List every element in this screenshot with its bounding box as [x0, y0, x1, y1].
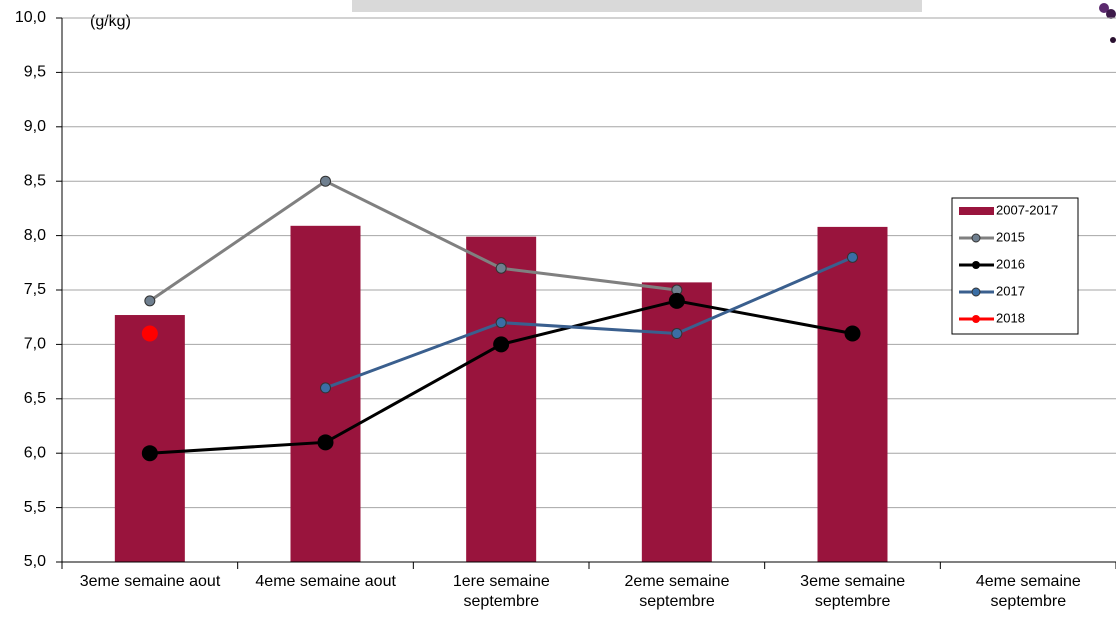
- y-tick-label: 8,5: [24, 172, 46, 189]
- legend-label: 2018: [996, 310, 1025, 325]
- legend-marker: [971, 287, 981, 297]
- point: [141, 445, 158, 462]
- y-tick-label: 6,5: [24, 390, 46, 407]
- point: [144, 295, 156, 307]
- bar: [114, 315, 185, 562]
- legend-marker: [972, 261, 980, 269]
- bar: [466, 236, 537, 563]
- legend-label: 2015: [996, 229, 1025, 244]
- legend-swatch: [959, 207, 994, 215]
- legend-label: 2017: [996, 283, 1025, 298]
- x-tick-label: 4eme semaine aout: [255, 573, 396, 590]
- point: [320, 382, 331, 394]
- unit-label: (g/kg): [90, 13, 131, 30]
- point: [847, 251, 858, 263]
- x-tick-label: 4eme semaine septembre: [975, 573, 1081, 610]
- y-tick-label: 5,0: [24, 553, 46, 570]
- point: [844, 325, 861, 342]
- line: [148, 179, 678, 303]
- x-tick-label: 2eme semaine septembre: [624, 573, 730, 610]
- point: [495, 262, 507, 274]
- y-tick-label: 5,5: [24, 499, 46, 516]
- line: [324, 255, 854, 390]
- y-tick-label: 6,0: [24, 444, 46, 461]
- legend-label: 2016: [996, 256, 1025, 271]
- bar: [817, 226, 888, 562]
- legend-marker: [971, 233, 981, 243]
- point: [320, 175, 331, 187]
- x-tick-label: 3eme semaine septembre: [800, 573, 906, 610]
- y-tick-label: 8,0: [24, 227, 46, 244]
- x-tick-label: 1ere semaine septembre: [452, 573, 550, 610]
- y-tick-label: 9,5: [24, 64, 46, 81]
- y-tick-label: 10,0: [15, 9, 46, 26]
- point: [317, 434, 334, 451]
- point: [495, 317, 507, 329]
- point: [671, 328, 683, 340]
- x-tick-label: 3eme semaine aout: [79, 573, 221, 590]
- y-tick-label: 9,0: [24, 118, 46, 135]
- grape-icon: [1099, 3, 1116, 43]
- legend-marker: [972, 315, 980, 323]
- point: [141, 325, 158, 342]
- legend-label: 2007-2017: [996, 202, 1058, 217]
- bar: [290, 225, 361, 563]
- legend: 2007-2017 2015 2016 2017 2018: [951, 197, 1079, 335]
- y-tick-label: 7,0: [24, 336, 46, 353]
- y-tick-label: 7,5: [24, 281, 46, 298]
- header-bar: [352, 0, 922, 12]
- point: [493, 336, 510, 353]
- point: [668, 292, 685, 309]
